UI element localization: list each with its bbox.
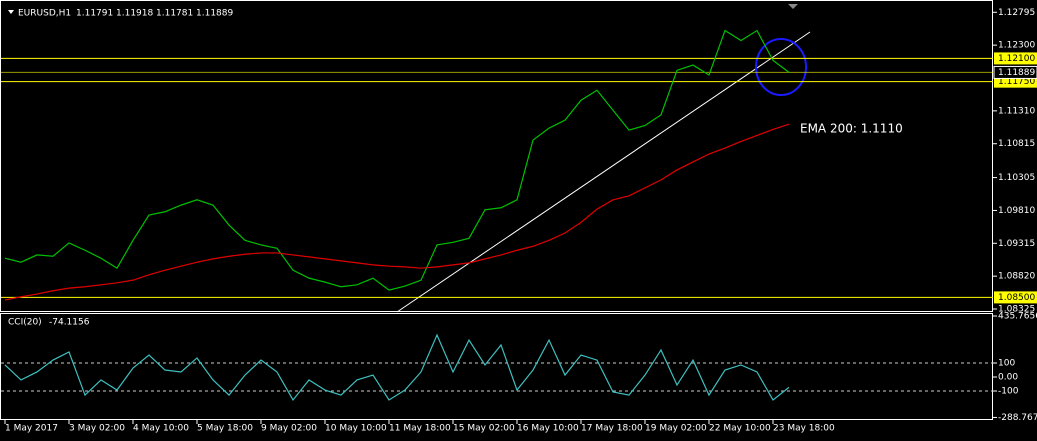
y-tick-label: 1.08325 bbox=[998, 305, 1035, 315]
menu-arrow bbox=[8, 10, 14, 14]
y-tick-label: 1.12300 bbox=[998, 41, 1035, 51]
level-label-box bbox=[994, 291, 1037, 304]
x-tick-label: 3 May 02:00 bbox=[69, 424, 125, 434]
x-tick-label: 16 May 10:00 bbox=[517, 424, 579, 434]
quote-value: 1.11889 bbox=[196, 9, 233, 19]
symbol-title: EURUSD,H1 bbox=[18, 9, 71, 19]
shift-marker bbox=[788, 4, 798, 9]
x-tick-label: 17 May 18:00 bbox=[581, 424, 643, 434]
quote-value: 1.11791 bbox=[76, 9, 113, 19]
y-tick-label: 0.00 bbox=[998, 373, 1018, 383]
cci-title: CCI(20) bbox=[8, 318, 42, 328]
x-tick-label: 19 May 02:00 bbox=[645, 424, 707, 434]
y-tick-label: 1.11310 bbox=[998, 106, 1035, 116]
x-tick-label: 22 May 10:00 bbox=[709, 424, 771, 434]
cci-value: -74.1156 bbox=[49, 318, 90, 328]
x-tick-label: 4 May 10:00 bbox=[133, 424, 189, 434]
x-tick-label: 11 May 18:00 bbox=[389, 424, 451, 434]
ema-annotation: EMA 200: 1.1110 bbox=[800, 122, 903, 136]
y-tick-label: 1.12795 bbox=[998, 8, 1035, 18]
y-tick-label: 435.7656 bbox=[998, 311, 1037, 321]
cci-frame bbox=[0, 313, 993, 420]
y-tick-label: 1.09810 bbox=[998, 206, 1035, 216]
x-tick-label: 9 May 02:00 bbox=[261, 424, 317, 434]
level-label-box bbox=[994, 52, 1037, 65]
price-label-box bbox=[993, 65, 1037, 79]
level-label: 1.11750 bbox=[998, 77, 1035, 87]
y-tick-label: 1.09315 bbox=[998, 239, 1035, 249]
series-line bbox=[4, 333, 790, 402]
x-tick-label: 10 May 10:00 bbox=[325, 424, 387, 434]
x-tick-label: 15 May 02:00 bbox=[453, 424, 515, 434]
series-line bbox=[4, 29, 790, 291]
highlight-circle bbox=[755, 38, 807, 96]
level-label: 1.12100 bbox=[998, 54, 1035, 64]
trend-line bbox=[396, 31, 811, 313]
level-label: 1.08500 bbox=[998, 293, 1035, 303]
series-line bbox=[4, 123, 790, 301]
quote-value: 1.11781 bbox=[156, 9, 193, 19]
price-label: 1.11889 bbox=[998, 68, 1035, 78]
y-tick-label: 1.10305 bbox=[998, 173, 1035, 183]
quote-value: 1.11918 bbox=[116, 9, 153, 19]
y-tick-label: 1.10815 bbox=[998, 139, 1035, 149]
x-tick-label: 23 May 18:00 bbox=[773, 424, 835, 434]
y-tick-label: 100 bbox=[998, 359, 1015, 369]
x-tick-label: 1 May 2017 bbox=[5, 424, 58, 434]
x-tick-label: 5 May 18:00 bbox=[197, 424, 253, 434]
y-tick-label: 1.08820 bbox=[998, 272, 1035, 282]
main-frame bbox=[0, 0, 993, 312]
y-tick-label: -288.7673 bbox=[998, 413, 1037, 423]
y-tick-label: -100 bbox=[998, 387, 1019, 397]
